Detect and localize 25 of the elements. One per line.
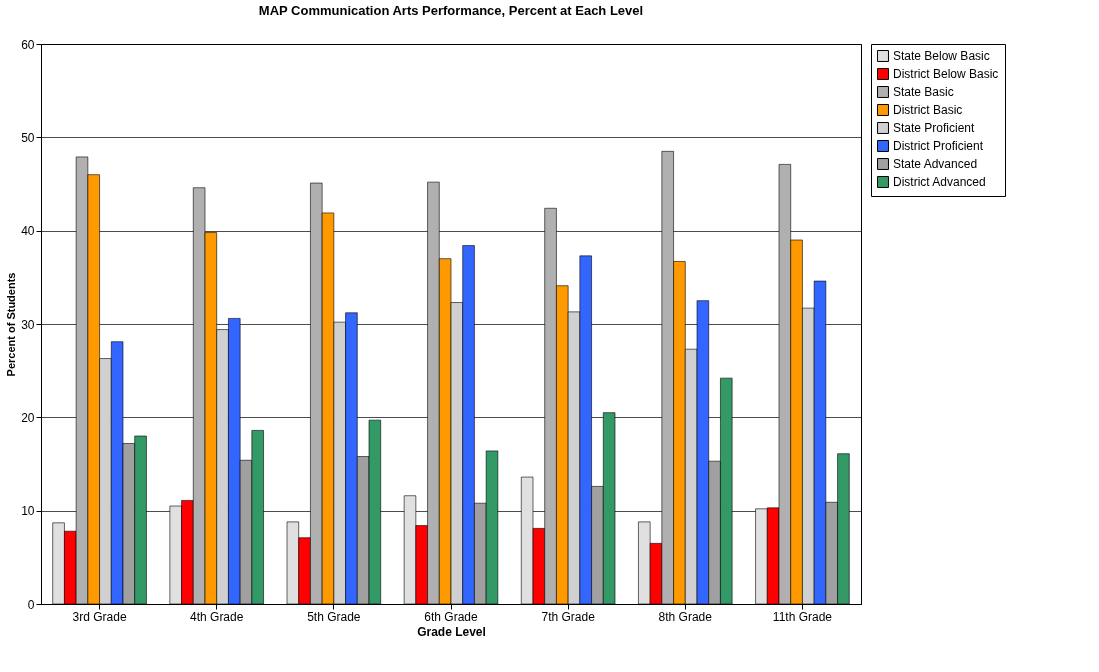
legend-label: District Proficient [893,139,984,153]
x-tick-label: 4th Grade [190,609,244,624]
x-tick-label: 8th Grade [658,609,713,624]
y-tick-label: 40 [21,224,35,239]
x-tick-label: 6th Grade [424,609,479,624]
x-tick-label: 5th Grade [307,609,361,624]
x-axis-title: Grade Level [417,624,486,639]
y-tick-label: 30 [21,317,35,332]
legend-label: State Basic [893,85,954,99]
legend-label: State Advanced [893,157,978,171]
y-tick-label: 60 [21,37,35,52]
y-tick-label: 50 [21,130,35,145]
legend-label: District Below Basic [893,67,999,81]
y-tick-label: 0 [27,597,35,612]
x-tick-label: 7th Grade [541,609,596,624]
y-tick-label: 20 [21,410,35,425]
legend-label: State Below Basic [893,49,990,63]
legend-label: State Proficient [893,121,976,135]
x-tick-label: 3rd Grade [72,609,127,624]
chart-title: MAP Communication Arts Performance, Percent at Each Level [258,3,644,18]
x-tick-label: 11th Grade [772,609,833,624]
y-tick-label: 10 [21,504,35,519]
legend-label: District Advanced [893,175,986,189]
y-axis-title: Percent of Students [5,272,18,377]
legend-label: District Basic [893,103,963,117]
